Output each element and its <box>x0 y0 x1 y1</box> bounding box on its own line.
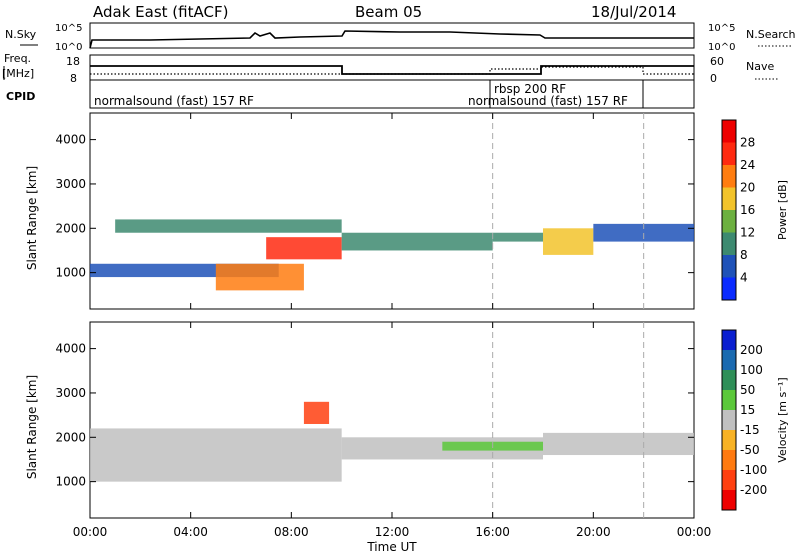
velocity-colorbar-tick: -15 <box>740 423 760 437</box>
power-colorbar-swatch <box>722 255 736 278</box>
echo-band <box>492 232 543 242</box>
cpid-panel: CPID normalsound (fast) 157 RF rbsp 200 … <box>6 79 695 109</box>
y-tick-label: 3000 <box>55 386 86 400</box>
y-tick-label: 2000 <box>55 221 86 235</box>
velocity-colorbar-swatch <box>722 330 736 350</box>
panel-frame <box>89 321 695 519</box>
frequency-panel: Freq. [MHz] 18 8 60 0 Nave <box>2 52 778 85</box>
power-colorbar-tick: 8 <box>740 248 748 262</box>
power-colorbar-tick: 16 <box>740 203 755 217</box>
velocity-colorbar-tick: 15 <box>740 403 755 417</box>
velocity-colorbar-swatch <box>722 430 736 450</box>
date-title: 18/Jul/2014 <box>591 3 676 21</box>
nave-tick-bottom: 0 <box>710 72 717 85</box>
x-tick-label: 12:00 <box>375 525 410 539</box>
echo-band <box>341 232 493 251</box>
velocity-colorbar-tick: 50 <box>740 383 755 397</box>
y-tick-label: 1000 <box>55 266 86 280</box>
power-colorbar-swatch <box>722 232 736 255</box>
nsky-tick-top: 10^5 <box>55 23 82 34</box>
velocity-y-axis-label: Slant Range [km] <box>25 375 39 479</box>
cpid-segment-3: normalsound (fast) 157 RF <box>468 94 628 108</box>
nave-tick-top: 60 <box>710 55 724 68</box>
y-tick-label: 3000 <box>55 177 86 191</box>
velocity-colorbar-tick: 100 <box>740 363 763 377</box>
velocity-colorbar-swatch <box>722 390 736 410</box>
velocity-colorbar-swatch <box>722 490 736 510</box>
noise-panel: N.Sky 10^5 10^0 10^5 10^0 N.Search <box>5 22 796 53</box>
nsearch-tick-top: 10^5 <box>708 23 735 34</box>
power-colorbar-swatch <box>722 165 736 188</box>
velocity-panel: 1000 2000 3000 4000 00:00 04:00 08:00 12:00 16:0… <box>55 321 712 539</box>
velocity-colorbar-frame <box>721 329 737 511</box>
power-colorbar-label: Power [dB] <box>776 180 789 240</box>
cpid-segment-2: rbsp 200 RF <box>494 82 566 96</box>
freq-tick-bottom: 8 <box>70 72 77 85</box>
frequency-trace <box>90 65 694 75</box>
power-colorbar-tick: 28 <box>740 136 755 150</box>
velocity-colorbar-tick: -50 <box>740 443 760 457</box>
station-title: Adak East (fitACF) <box>93 3 228 21</box>
echo-band <box>543 228 594 255</box>
power-colorbar: 4 8 12 16 20 24 28 <box>721 119 755 301</box>
nsky-label: N.Sky <box>5 28 37 41</box>
y-tick-label: 1000 <box>55 475 86 489</box>
velocity-colorbar-swatch <box>722 350 736 370</box>
velocity-colorbar-tick: 200 <box>740 343 763 357</box>
echo-band <box>303 401 330 424</box>
velocity-colorbar-swatch <box>722 410 736 430</box>
freq-tick-top: 18 <box>66 55 80 68</box>
power-colorbar-frame <box>721 119 737 301</box>
echo-band <box>115 219 342 233</box>
power-colorbar-swatch <box>722 277 736 300</box>
nsky-tick-bottom: 10^0 <box>55 42 82 53</box>
power-colorbar-tick: 20 <box>740 181 755 195</box>
nsearch-tick-bottom: 10^0 <box>708 42 735 53</box>
echo-band <box>215 263 304 291</box>
echo-band <box>266 237 342 260</box>
x-tick-label: 08:00 <box>274 525 309 539</box>
echo-band <box>90 428 342 482</box>
velocity-colorbar-swatch <box>722 470 736 490</box>
x-tick-label: 16:00 <box>475 525 510 539</box>
velocity-colorbar-swatch <box>722 370 736 390</box>
x-axis-label: Time UT <box>366 540 417 554</box>
cpid-label: CPID <box>6 90 35 103</box>
velocity-colorbar-tick: -200 <box>740 483 767 497</box>
nsky-trace <box>89 30 694 49</box>
power-colorbar-tick: 12 <box>740 226 755 240</box>
nave-label: Nave <box>746 60 774 73</box>
freq-label: Freq. <box>4 52 31 65</box>
freq-unit-label: [MHz] <box>2 67 34 80</box>
velocity-colorbar-label: Velocity [m s⁻¹] <box>776 377 789 462</box>
nave-trace <box>90 66 694 75</box>
power-panel: 1000 2000 3000 4000 <box>55 112 695 310</box>
velocity-colorbar: 200 100 50 15 -15 -50 -100 -200 <box>721 329 767 511</box>
power-colorbar-tick: 4 <box>740 271 748 285</box>
power-colorbar-swatch <box>722 120 736 143</box>
x-tick-label: 04:00 <box>173 525 208 539</box>
y-tick-label: 4000 <box>55 342 86 356</box>
nsearch-label: N.Search <box>746 28 796 41</box>
velocity-colorbar-swatch <box>722 450 736 470</box>
echo-band <box>543 432 694 456</box>
x-tick-label: 00:00 <box>677 525 712 539</box>
y-tick-label: 4000 <box>55 133 86 147</box>
cpid-segment-1: normalsound (fast) 157 RF <box>94 94 254 108</box>
power-colorbar-swatch <box>722 142 736 165</box>
echo-band <box>593 223 694 242</box>
beam-title: Beam 05 <box>355 3 422 21</box>
x-tick-label: 20:00 <box>576 525 611 539</box>
panel-frame <box>89 112 695 310</box>
power-colorbar-tick: 24 <box>740 158 755 172</box>
velocity-colorbar-tick: -100 <box>740 463 767 477</box>
power-y-axis-label: Slant Range [km] <box>25 166 39 270</box>
x-tick-label: 00:00 <box>73 525 108 539</box>
power-colorbar-swatch <box>722 187 736 210</box>
y-tick-label: 2000 <box>55 430 86 444</box>
power-colorbar-swatch <box>722 210 736 233</box>
